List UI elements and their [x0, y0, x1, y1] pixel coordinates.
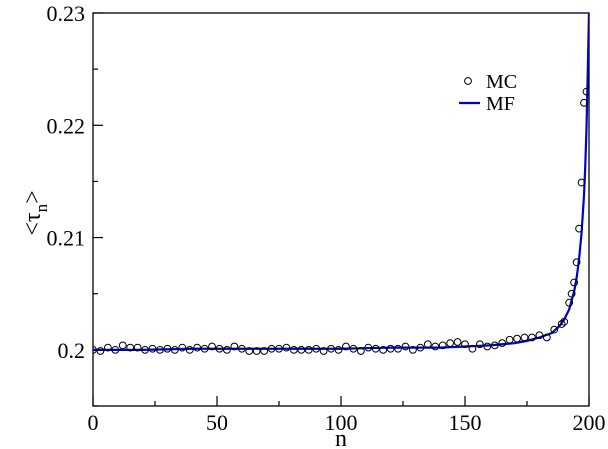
data-point-mc	[193, 343, 202, 352]
data-point-mc	[535, 331, 544, 340]
x-tick-label: 100	[325, 410, 358, 435]
data-point-mc	[111, 345, 120, 354]
data-point-mc	[438, 341, 447, 350]
legend-label-mc: MC	[486, 71, 517, 93]
data-point-mc	[327, 344, 335, 353]
data-point-mc	[386, 344, 395, 353]
data-point-mc	[542, 333, 551, 342]
series-markers-mc	[93, 87, 589, 355]
data-point-mc	[475, 340, 484, 349]
y-axis-label-close: >	[20, 190, 46, 204]
data-point-mc	[118, 341, 127, 350]
data-point-mc	[334, 345, 343, 354]
y-axis-label: <τn>	[20, 190, 51, 235]
y-axis-ticks: 0.2 0.21 0.22 0.23	[47, 1, 103, 407]
data-point-mc	[170, 345, 179, 354]
y-tick-label: 0.2	[58, 338, 86, 363]
data-point-mc	[297, 345, 306, 354]
legend-box	[454, 65, 558, 113]
data-point-mc	[312, 344, 321, 353]
data-point-mc	[133, 343, 142, 352]
data-point-mc	[431, 342, 440, 351]
legend-marker-mc	[464, 77, 472, 85]
data-point-mc	[498, 339, 507, 348]
data-point-mc	[252, 347, 261, 355]
data-point-mc	[208, 342, 216, 351]
data-point-mc	[550, 325, 559, 334]
y-axis-label-symbol: τ	[20, 212, 46, 222]
data-point-mc	[200, 344, 209, 353]
data-point-mc	[178, 343, 187, 352]
data-point-mc	[528, 333, 536, 342]
y-tick-label: 0.22	[47, 113, 86, 138]
data-point-mc	[319, 347, 328, 355]
data-point-mc	[401, 342, 410, 351]
data-point-mc	[237, 344, 246, 353]
data-point-mc	[245, 347, 254, 355]
data-point-mc	[304, 345, 313, 354]
data-point-mc	[289, 345, 298, 354]
data-point-mc	[163, 344, 172, 353]
data-point-mc	[156, 345, 164, 354]
data-point-mc	[490, 341, 499, 350]
y-axis-label-subscript: n	[32, 203, 51, 212]
x-tick-label: 150	[449, 410, 482, 435]
data-point-mc	[580, 98, 588, 107]
data-point-mc	[560, 317, 569, 326]
y-tick-label: 0.23	[47, 1, 86, 26]
data-point-mc	[575, 224, 583, 233]
data-point-mc	[371, 344, 380, 353]
data-point-mc	[126, 343, 135, 352]
data-point-mc	[423, 340, 432, 349]
data-point-mc	[416, 343, 425, 352]
data-point-mc	[582, 87, 589, 96]
x-axis-label: n	[335, 426, 347, 449]
data-point-mc	[185, 345, 194, 354]
data-point-mc	[557, 320, 566, 328]
data-point-mc	[215, 344, 224, 353]
data-point-mc	[577, 178, 586, 187]
data-point-mc	[342, 342, 350, 351]
y-axis-label-open: <	[20, 222, 46, 236]
data-point-mc	[572, 258, 581, 267]
data-point-mc	[453, 338, 462, 346]
data-point-mc	[446, 339, 455, 348]
data-point-mc	[468, 344, 477, 353]
data-point-mc	[565, 298, 574, 307]
data-point-mc	[567, 289, 576, 298]
data-point-mc	[379, 345, 388, 354]
data-point-mc	[461, 340, 469, 349]
data-point-mc	[520, 333, 529, 342]
data-point-mc	[275, 344, 283, 353]
data-point-mc	[483, 342, 492, 351]
data-point-mc	[141, 345, 149, 354]
data-point-mc	[349, 344, 358, 353]
legend-label-mf: MF	[486, 93, 515, 115]
series-line-mf	[93, 13, 589, 351]
x-axis-ticks: 0 50 100 150 200	[88, 396, 606, 435]
data-point-mc	[570, 278, 579, 287]
data-point-mc	[96, 347, 105, 355]
data-point-mc	[364, 343, 373, 352]
data-point-mc	[103, 343, 112, 352]
data-point-mc	[230, 342, 239, 351]
y-axis-label-text: <τn>	[20, 190, 51, 235]
data-point-mc	[148, 344, 157, 353]
data-point-mc	[394, 344, 402, 353]
data-point-mc	[513, 334, 521, 343]
data-point-mc	[505, 335, 514, 344]
data-point-mc	[267, 344, 276, 353]
data-point-mc	[282, 343, 291, 352]
data-point-mc	[356, 347, 365, 355]
data-point-mc	[93, 345, 97, 354]
data-point-mc	[223, 345, 231, 354]
data-point-mc	[409, 345, 417, 354]
y-tick-label: 0.21	[47, 226, 86, 251]
x-tick-label: 0	[88, 410, 99, 435]
x-tick-label: 50	[206, 410, 228, 435]
x-tick-label: 200	[573, 410, 606, 435]
legend: MC MF	[454, 65, 558, 115]
data-point-mc	[260, 347, 269, 355]
